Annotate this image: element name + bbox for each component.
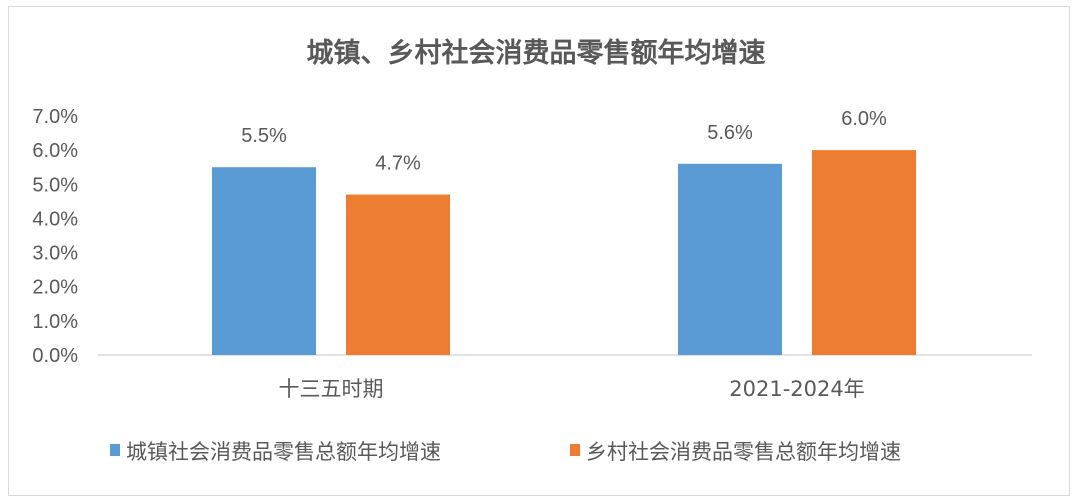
legend: 城镇社会消费品零售总额年均增速 乡村社会消费品零售总额年均增速 [110, 440, 901, 464]
y-tick-label: 5.0% [32, 174, 78, 196]
legend-swatch [570, 444, 580, 456]
data-label: 6.0% [841, 108, 887, 130]
data-label: 4.7% [375, 153, 421, 175]
bar [678, 163, 782, 355]
y-tick-label: 1.0% [32, 311, 78, 333]
category-label: 十三五时期 [279, 377, 384, 401]
y-tick-label: 0.0% [32, 345, 78, 367]
y-tick-label: 7.0% [32, 106, 78, 128]
bar [212, 167, 316, 355]
legend-label: 城镇社会消费品零售总额年均增速 [126, 440, 441, 464]
y-tick-label: 4.0% [32, 208, 78, 230]
bars [212, 150, 916, 355]
y-tick-label: 2.0% [32, 277, 78, 299]
x-axis-category-labels: 十三五时期 2021-2024年 [279, 377, 865, 401]
bar [812, 150, 916, 355]
category-label: 2021-2024年 [729, 377, 864, 401]
chart-title: 城镇、乡村社会消费品零售额年均增速 [307, 37, 766, 69]
data-labels: 5.5% 4.7% 5.6% 6.0% [241, 108, 887, 174]
bar [346, 194, 450, 355]
legend-label: 乡村社会消费品零售总额年均增速 [586, 440, 901, 464]
y-tick-label: 3.0% [32, 243, 78, 265]
data-label: 5.5% [241, 125, 287, 147]
y-axis-tick-labels: 0.0% 1.0% 2.0% 3.0% 4.0% 5.0% 6.0% 7.0% [32, 106, 78, 367]
y-tick-label: 6.0% [32, 140, 78, 162]
data-label: 5.6% [707, 122, 753, 144]
legend-swatch [110, 444, 120, 456]
